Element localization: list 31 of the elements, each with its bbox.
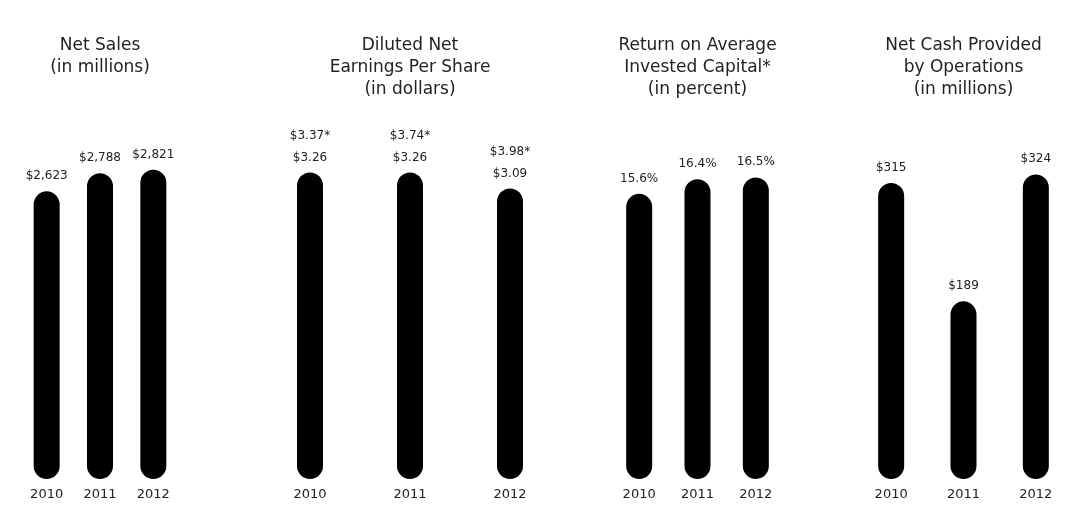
x-tick-label: 2010 (30, 486, 64, 501)
x-tick-label: 2012 (739, 486, 773, 501)
x-tick-label: 2011 (946, 486, 981, 501)
chart-title: Net Cash Provided by Operations (in millions) (885, 34, 1042, 98)
x-tick-label: 2012 (1019, 486, 1053, 501)
text: $3.37* (289, 127, 331, 142)
x-tick-label: 2010 (874, 486, 908, 501)
data-label: 16.4% (678, 156, 717, 171)
data-label: $324 (1020, 151, 1052, 166)
data-label: $3.26 (292, 149, 328, 164)
data-label: $315 (875, 159, 907, 174)
data-label: $2,788 (79, 150, 121, 165)
data-label: 15.6% (620, 170, 659, 185)
x-tick-label: 2011 (680, 486, 715, 501)
data-label: $189 (948, 278, 979, 293)
data-label: $2,623 (25, 168, 68, 183)
chart-title: Return on Average Invested Capital* (in percent) (618, 34, 777, 98)
text: $3.74* (389, 127, 431, 142)
x-tick-label: 2011 (393, 486, 427, 501)
x-tick-label: 2010 (293, 486, 327, 501)
x-tick-label: 2012 (136, 486, 170, 501)
data-label: $2,821 (132, 146, 175, 161)
data-label: 16.5% (736, 154, 775, 169)
data-label: $3.26 (392, 149, 428, 164)
chart-title: Diluted Net Earnings Per Share (in dollars) (329, 34, 491, 98)
x-tick-label: 2012 (493, 486, 527, 501)
x-tick-label: 2011 (83, 486, 117, 501)
text: $3.98* (489, 143, 531, 158)
data-label: $3.09 (492, 165, 528, 180)
chart-title: Net Sales (in millions) (50, 34, 150, 76)
x-tick-label: 2010 (622, 486, 656, 501)
